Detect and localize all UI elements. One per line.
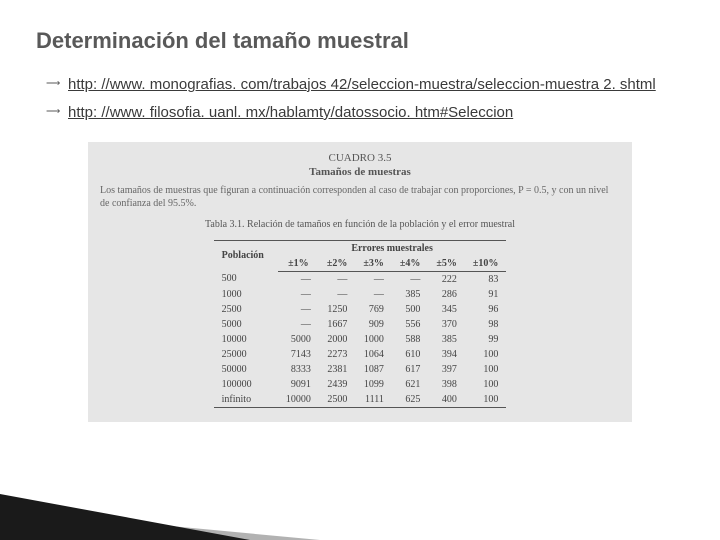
link-text: http: //www. filosofia. uanl. mx/hablamt… xyxy=(68,104,513,121)
table-row: 1000050002000100058838599 xyxy=(214,332,507,347)
cuadro-intro: Los tamaños de muestras que figuran a co… xyxy=(100,184,620,211)
cell-value: 98 xyxy=(465,317,507,332)
cell-value: — xyxy=(278,271,319,287)
cell-value: 96 xyxy=(465,302,507,317)
cell-value: 10000 xyxy=(278,392,319,408)
cell-value: 286 xyxy=(428,287,465,302)
bullet-icon: ⟶ xyxy=(46,105,60,120)
cell-value: 100 xyxy=(465,362,507,377)
cell-poblacion: 1000 xyxy=(214,287,278,302)
col-poblacion: Población xyxy=(214,240,278,271)
cell-value: 100 xyxy=(465,377,507,392)
col-error: ±1% xyxy=(278,256,319,272)
cell-value: 99 xyxy=(465,332,507,347)
slide: Determinación del tamaño muestral ⟶ http:… xyxy=(0,0,720,540)
cell-value: 621 xyxy=(392,377,429,392)
cell-value: 397 xyxy=(428,362,465,377)
cell-value: — xyxy=(392,271,429,287)
cell-value: 610 xyxy=(392,347,429,362)
cell-value: 769 xyxy=(355,302,392,317)
page-title: Determinación del tamaño muestral xyxy=(36,28,684,54)
cell-value: 394 xyxy=(428,347,465,362)
cell-poblacion: 5000 xyxy=(214,317,278,332)
cell-value: 7143 xyxy=(278,347,319,362)
decorative-wedge xyxy=(0,494,250,540)
cell-value: 222 xyxy=(428,271,465,287)
cell-value: — xyxy=(355,271,392,287)
cell-value: 1064 xyxy=(355,347,392,362)
cell-value: 5000 xyxy=(278,332,319,347)
cell-value: 1087 xyxy=(355,362,392,377)
table-row: 500————22283 xyxy=(214,271,507,287)
cell-value: 1250 xyxy=(319,302,356,317)
cell-value: 385 xyxy=(392,287,429,302)
cell-value: — xyxy=(319,287,356,302)
cell-value: — xyxy=(278,302,319,317)
sample-size-table: Población Errores muestrales ±1%±2%±3%±4… xyxy=(214,240,507,408)
cell-value: 2273 xyxy=(319,347,356,362)
cell-value: 500 xyxy=(392,302,429,317)
cell-value: 1000 xyxy=(355,332,392,347)
table-row: infinito1000025001111625400100 xyxy=(214,392,507,408)
cell-value: 588 xyxy=(392,332,429,347)
cell-value: 556 xyxy=(392,317,429,332)
col-errores: Errores muestrales xyxy=(278,240,507,256)
links-list: ⟶ http: //www. monografias. com/trabajos … xyxy=(36,74,684,124)
cell-value: 370 xyxy=(428,317,465,332)
cell-value: 909 xyxy=(355,317,392,332)
table-row: 2500—125076950034596 xyxy=(214,302,507,317)
cell-value: 91 xyxy=(465,287,507,302)
cell-value: 100 xyxy=(465,392,507,408)
table-row: 100000909124391099621398100 xyxy=(214,377,507,392)
cuadro-number: CUADRO 3.5 xyxy=(100,152,620,164)
cell-value: — xyxy=(278,287,319,302)
col-error: ±5% xyxy=(428,256,465,272)
cell-value: 100 xyxy=(465,347,507,362)
cell-poblacion: 50000 xyxy=(214,362,278,377)
link-item[interactable]: ⟶ http: //www. filosofia. uanl. mx/hablam… xyxy=(46,102,684,124)
link-text: http: //www. monografias. com/trabajos 4… xyxy=(68,76,656,93)
cell-value: 83 xyxy=(465,271,507,287)
cell-value: 400 xyxy=(428,392,465,408)
cell-value: 1111 xyxy=(355,392,392,408)
tabla-title: Tabla 3.1. Relación de tamaños en funció… xyxy=(100,219,620,230)
cell-poblacion: 10000 xyxy=(214,332,278,347)
scanned-table-image: CUADRO 3.5 Tamaños de muestras Los tamañ… xyxy=(88,142,632,422)
cell-value: 2000 xyxy=(319,332,356,347)
cell-value: — xyxy=(278,317,319,332)
table-row: 25000714322731064610394100 xyxy=(214,347,507,362)
cell-value: 9091 xyxy=(278,377,319,392)
cell-value: 2500 xyxy=(319,392,356,408)
cell-value: — xyxy=(355,287,392,302)
bullet-icon: ⟶ xyxy=(46,77,60,92)
cell-value: 2381 xyxy=(319,362,356,377)
table-row: 1000———38528691 xyxy=(214,287,507,302)
cell-value: 1099 xyxy=(355,377,392,392)
cell-poblacion: 25000 xyxy=(214,347,278,362)
cell-value: 385 xyxy=(428,332,465,347)
cell-value: — xyxy=(319,271,356,287)
cell-poblacion: 500 xyxy=(214,271,278,287)
cell-poblacion: 2500 xyxy=(214,302,278,317)
col-error: ±2% xyxy=(319,256,356,272)
col-error: ±3% xyxy=(355,256,392,272)
col-error: ±10% xyxy=(465,256,507,272)
cuadro-title: Tamaños de muestras xyxy=(100,166,620,178)
cell-value: 1667 xyxy=(319,317,356,332)
cell-value: 398 xyxy=(428,377,465,392)
cell-value: 345 xyxy=(428,302,465,317)
table-row: 5000—166790955637098 xyxy=(214,317,507,332)
cell-poblacion: infinito xyxy=(214,392,278,408)
cell-poblacion: 100000 xyxy=(214,377,278,392)
cell-value: 2439 xyxy=(319,377,356,392)
cell-value: 8333 xyxy=(278,362,319,377)
cell-value: 617 xyxy=(392,362,429,377)
table-row: 50000833323811087617397100 xyxy=(214,362,507,377)
link-item[interactable]: ⟶ http: //www. monografias. com/trabajos … xyxy=(46,74,684,96)
cell-value: 625 xyxy=(392,392,429,408)
col-error: ±4% xyxy=(392,256,429,272)
